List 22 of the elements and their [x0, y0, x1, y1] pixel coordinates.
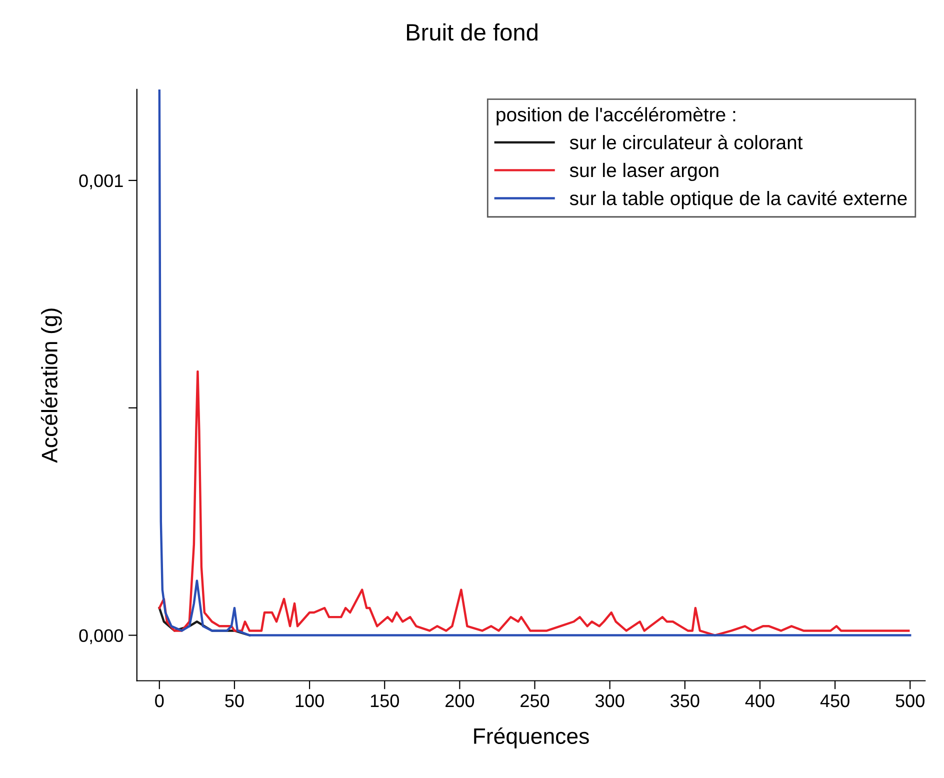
x-tick-label: 150 [370, 694, 399, 708]
x-tick-label: 50 [225, 694, 244, 708]
x-tick-label: 450 [820, 694, 850, 708]
legend-title: position de l'accéléromètre : [496, 106, 736, 126]
x-tick-label: 300 [595, 694, 624, 708]
y-tick-label: 0,001 [79, 174, 123, 190]
y-tick-label: 0,000 [79, 629, 123, 644]
x-tick-label: 200 [446, 694, 474, 708]
y-axis-title: Accélération (g) [40, 308, 62, 463]
x-tick-label: 0 [155, 694, 164, 708]
x-tick-label: 500 [896, 694, 924, 708]
legend-label: sur le circulateur à colorant [570, 134, 803, 150]
chart-title: Bruit de fond [407, 23, 538, 41]
legend-label: sur la table optique de la cavité externe [570, 190, 907, 210]
line-series [158, 89, 912, 636]
x-tick-label: 250 [520, 694, 550, 708]
x-tick-label: 400 [745, 694, 774, 708]
x-tick-label: 350 [670, 694, 700, 708]
x-axis-title: Fréquences [474, 727, 589, 748]
line-series [158, 370, 910, 636]
legend-label: sur le laser argon [570, 162, 718, 182]
x-tick-label: 100 [296, 694, 324, 708]
